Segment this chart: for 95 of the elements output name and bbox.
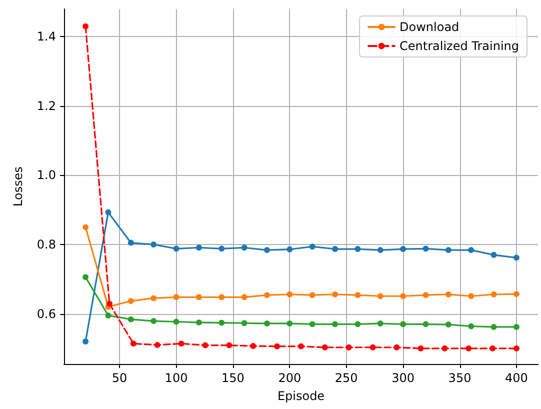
point: [309, 292, 316, 298]
point: [150, 295, 157, 302]
point: [128, 316, 134, 322]
point: [400, 293, 406, 300]
point: [309, 244, 316, 250]
point: [354, 292, 361, 298]
point: [490, 291, 497, 298]
point: [202, 342, 208, 348]
point: [286, 320, 293, 326]
point: [130, 340, 136, 347]
point: [274, 343, 280, 350]
point: [377, 293, 384, 300]
point: [82, 274, 89, 280]
point: [445, 247, 452, 254]
point: [332, 291, 338, 298]
point: [422, 321, 429, 328]
point: [513, 291, 520, 298]
point: [466, 345, 472, 352]
point: [513, 254, 520, 261]
point: [173, 318, 180, 325]
point: [513, 345, 520, 352]
x-tick-label: 100: [164, 371, 188, 385]
point: [241, 320, 248, 326]
point: [173, 246, 180, 252]
point: [178, 340, 184, 347]
point: [218, 294, 225, 300]
legend-label: Centralized Training: [400, 39, 520, 53]
point: [241, 294, 248, 300]
point: [196, 244, 202, 251]
point: [354, 321, 361, 328]
point: [332, 321, 338, 328]
point: [105, 209, 112, 216]
point: [490, 252, 497, 258]
point: [286, 246, 293, 252]
point: [377, 247, 384, 254]
point: [400, 321, 406, 328]
point: [445, 291, 452, 298]
point: [332, 246, 338, 252]
point: [82, 23, 89, 30]
point: [105, 312, 112, 319]
point: [264, 292, 270, 298]
x-tick-label: 400: [505, 371, 528, 385]
point: [82, 224, 89, 230]
point: [241, 244, 248, 251]
point: [106, 300, 112, 307]
point: [298, 343, 304, 350]
x-tick-label: 300: [392, 371, 415, 385]
point: [418, 345, 424, 352]
point: [150, 242, 157, 248]
point: [354, 246, 361, 252]
y-tick-label: 1.2: [36, 98, 56, 113]
point: [264, 320, 270, 326]
point: [128, 240, 134, 246]
point: [346, 344, 352, 350]
point: [250, 342, 256, 349]
x-tick-label: 200: [278, 371, 302, 385]
point: [442, 345, 448, 352]
point: [218, 320, 225, 326]
point: [196, 294, 202, 300]
legend-label: Download: [400, 20, 460, 34]
point: [309, 321, 316, 328]
point: [154, 342, 160, 348]
x-axis-title: Episode: [277, 389, 325, 403]
point: [394, 344, 400, 350]
point: [150, 318, 157, 324]
point: [196, 319, 202, 326]
point: [173, 294, 180, 300]
point: [218, 246, 225, 252]
point: [128, 298, 134, 304]
y-tick-label: 0.8: [36, 238, 56, 252]
point: [490, 345, 496, 352]
point: [82, 338, 89, 344]
point: [468, 293, 474, 300]
x-tick-label: 350: [448, 371, 472, 385]
point: [400, 246, 406, 252]
y-tick-label: 1.4: [36, 30, 56, 44]
x-tick-label: 50: [112, 371, 128, 385]
point: [490, 324, 497, 330]
point: [445, 322, 452, 328]
x-tick-label: 250: [334, 371, 358, 385]
point: [422, 292, 429, 298]
point: [370, 344, 376, 350]
y-tick-label: 1.0: [36, 168, 56, 182]
point: [468, 247, 474, 254]
point: [468, 323, 474, 330]
x-tick-label: 150: [222, 371, 244, 385]
point: [322, 344, 328, 350]
y-axis-title: Losses: [11, 166, 25, 206]
point: [264, 247, 270, 254]
point: [226, 342, 232, 348]
point: [377, 320, 384, 326]
point: [422, 246, 429, 252]
point: [513, 324, 520, 330]
y-tick-label: 0.6: [36, 306, 56, 321]
point: [286, 291, 293, 298]
